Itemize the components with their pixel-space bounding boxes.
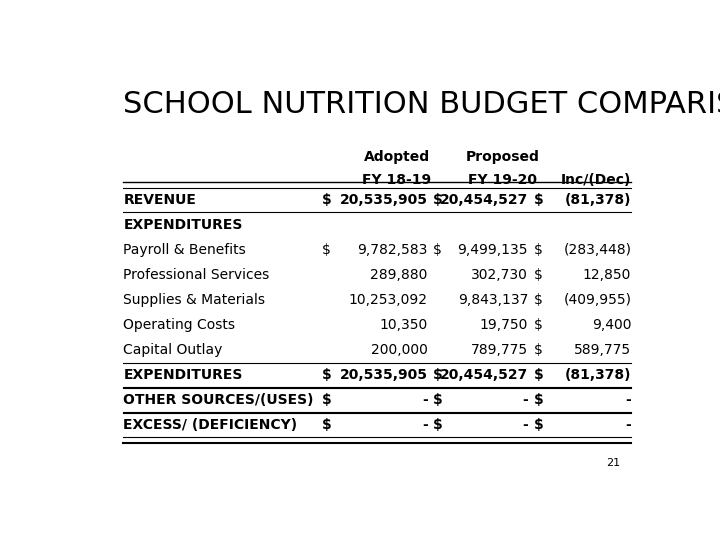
Text: 302,730: 302,730: [471, 268, 528, 282]
Text: (81,378): (81,378): [564, 193, 631, 207]
Text: 19,750: 19,750: [480, 318, 528, 332]
Text: $: $: [433, 393, 443, 407]
Text: EXCESS/ (DEFICIENCY): EXCESS/ (DEFICIENCY): [124, 418, 297, 432]
Text: $: $: [433, 418, 443, 432]
Text: -: -: [626, 418, 631, 432]
Text: (81,378): (81,378): [564, 368, 631, 382]
Text: -: -: [422, 418, 428, 432]
Text: 589,775: 589,775: [574, 343, 631, 357]
Text: (409,955): (409,955): [563, 293, 631, 307]
Text: 20,535,905: 20,535,905: [340, 368, 428, 382]
Text: 789,775: 789,775: [471, 343, 528, 357]
Text: -: -: [522, 418, 528, 432]
Text: Inc/(Dec): Inc/(Dec): [561, 173, 631, 187]
Text: 9,499,135: 9,499,135: [457, 243, 528, 257]
Text: EXPENDITURES: EXPENDITURES: [124, 218, 243, 232]
Text: -: -: [626, 393, 631, 407]
Text: $: $: [322, 393, 331, 407]
Text: 10,350: 10,350: [379, 318, 428, 332]
Text: 9,400: 9,400: [592, 318, 631, 332]
Text: Adopted: Adopted: [364, 150, 430, 164]
Text: $: $: [322, 193, 331, 207]
Text: $: $: [534, 343, 542, 357]
Text: -: -: [522, 393, 528, 407]
Text: 20,535,905: 20,535,905: [340, 193, 428, 207]
Text: Capital Outlay: Capital Outlay: [124, 343, 223, 357]
Text: $: $: [534, 418, 544, 432]
Text: FY 19-20: FY 19-20: [469, 173, 537, 187]
Text: 20,454,527: 20,454,527: [440, 368, 528, 382]
Text: Professional Services: Professional Services: [124, 268, 270, 282]
Text: $: $: [534, 243, 542, 257]
Text: OTHER SOURCES/(USES): OTHER SOURCES/(USES): [124, 393, 314, 407]
Text: $: $: [534, 268, 542, 282]
Text: -: -: [422, 393, 428, 407]
Text: $: $: [433, 243, 442, 257]
Text: $: $: [534, 293, 542, 307]
Text: Operating Costs: Operating Costs: [124, 318, 235, 332]
Text: $: $: [433, 193, 443, 207]
Text: (283,448): (283,448): [563, 243, 631, 257]
Text: 12,850: 12,850: [583, 268, 631, 282]
Text: 20,454,527: 20,454,527: [440, 193, 528, 207]
Text: Supplies & Materials: Supplies & Materials: [124, 293, 266, 307]
Text: REVENUE: REVENUE: [124, 193, 197, 207]
Text: $: $: [534, 318, 542, 332]
Text: $: $: [534, 368, 544, 382]
Text: 9,782,583: 9,782,583: [357, 243, 428, 257]
Text: $: $: [534, 193, 544, 207]
Text: 200,000: 200,000: [371, 343, 428, 357]
Text: $: $: [534, 393, 544, 407]
Text: 21: 21: [606, 458, 620, 468]
Text: 9,843,137: 9,843,137: [458, 293, 528, 307]
Text: $: $: [322, 368, 331, 382]
Text: EXPENDITURES: EXPENDITURES: [124, 368, 243, 382]
Text: Payroll & Benefits: Payroll & Benefits: [124, 243, 246, 257]
Text: FY 18-19: FY 18-19: [362, 173, 431, 187]
Text: SCHOOL NUTRITION BUDGET COMPARISON: SCHOOL NUTRITION BUDGET COMPARISON: [124, 90, 720, 119]
Text: $: $: [433, 368, 443, 382]
Text: $: $: [322, 418, 331, 432]
Text: Proposed: Proposed: [466, 150, 540, 164]
Text: 10,253,092: 10,253,092: [348, 293, 428, 307]
Text: $: $: [322, 243, 330, 257]
Text: 289,880: 289,880: [370, 268, 428, 282]
